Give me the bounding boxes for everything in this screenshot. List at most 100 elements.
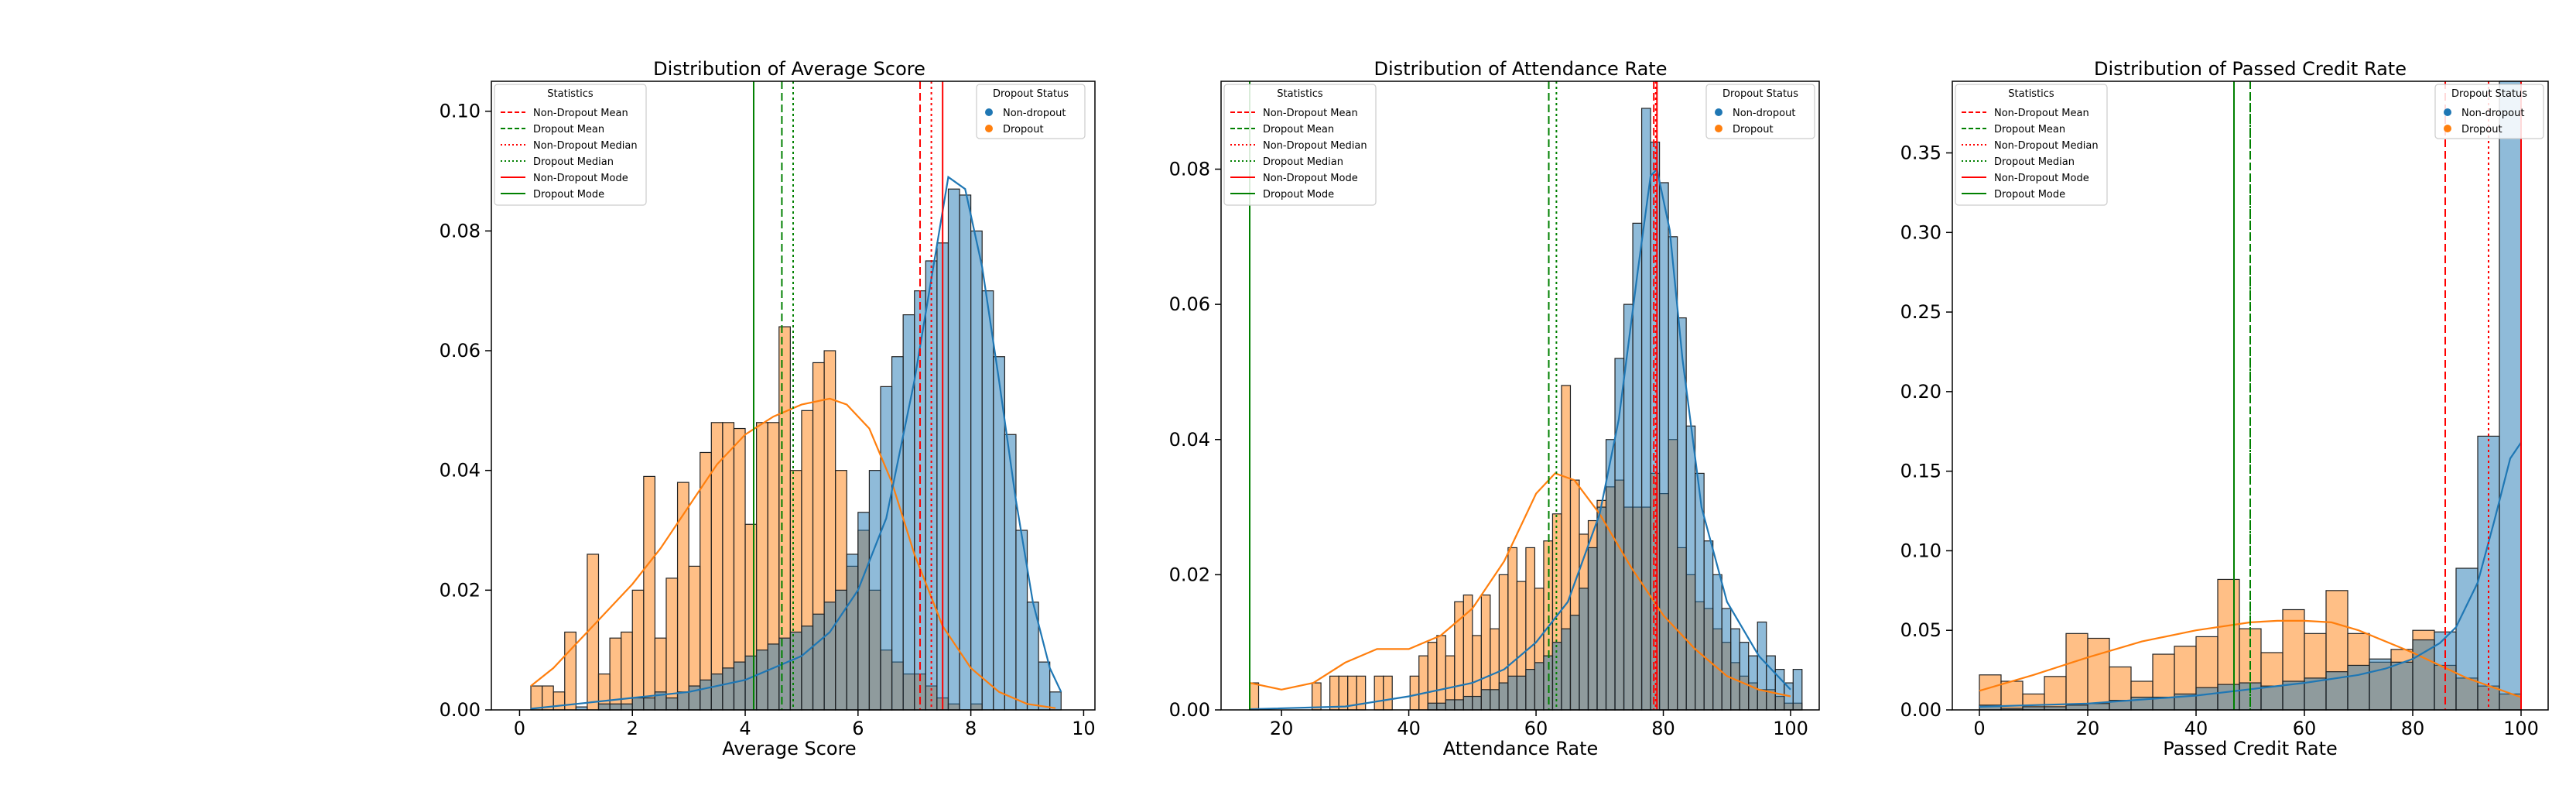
legend-marker bbox=[1715, 108, 1722, 116]
histogram-bar bbox=[1596, 506, 1607, 711]
y-tick-label: 0.20 bbox=[1900, 381, 1941, 403]
histogram-bar bbox=[1311, 682, 1322, 711]
histogram-bar bbox=[1498, 682, 1509, 711]
y-ticks: 0.00 0.05 0.10 0.15 0.20 0.25 0.30 0.35 bbox=[1900, 142, 1952, 721]
legend-title: Dropout Status bbox=[1722, 88, 1798, 100]
plot-frame bbox=[1220, 81, 1820, 711]
histogram-bar bbox=[1712, 574, 1722, 711]
histogram-bar bbox=[676, 691, 689, 711]
legend-label: Non-Dropout Mean bbox=[533, 108, 628, 119]
x-tick-label: 20 bbox=[2076, 718, 2100, 739]
histogram-bar bbox=[2369, 658, 2392, 711]
legend-title: Statistics bbox=[2008, 88, 2054, 100]
histogram-bar bbox=[857, 512, 871, 711]
histogram-bar bbox=[609, 703, 622, 711]
histogram-bar bbox=[643, 697, 656, 711]
x-axis-label: Passed Credit Rate bbox=[2163, 738, 2338, 759]
statistics-legend: Statistics Non-Dropout Mean Dropout Mean No… bbox=[494, 84, 647, 206]
histogram-bar bbox=[970, 230, 983, 711]
histogram-bar bbox=[1534, 662, 1545, 711]
x-tick-label: 0 bbox=[514, 718, 525, 739]
y-tick-label: 0.10 bbox=[440, 101, 481, 122]
histogram-bar bbox=[891, 356, 904, 711]
legend-label: Dropout Mean bbox=[1994, 124, 2065, 135]
histogram-bar bbox=[1427, 642, 1438, 711]
y-tick-label: 0.35 bbox=[1900, 142, 1941, 164]
y-tick-label: 0.05 bbox=[1900, 619, 1941, 641]
kde-line-non-dropout bbox=[1979, 441, 2522, 708]
chart-title: Distribution of Attendance Rate bbox=[1374, 58, 1668, 80]
legend-label: Non-dropout bbox=[1733, 108, 1795, 119]
statistics-legend: Statistics Non-Dropout Mean Dropout Mean No… bbox=[1955, 84, 2108, 206]
histogram-bar bbox=[552, 691, 566, 711]
legend-label: Dropout Median bbox=[1994, 156, 2075, 168]
kde-curves bbox=[1979, 441, 2522, 708]
chart-title: Distribution of Passed Credit Rate bbox=[2094, 58, 2407, 80]
histogram-bar bbox=[902, 314, 915, 711]
histogram-bar bbox=[700, 451, 712, 711]
y-tick-label: 0.00 bbox=[440, 699, 481, 721]
x-tick-label: 6 bbox=[852, 718, 864, 739]
histogram-bar bbox=[710, 673, 724, 711]
kde-line-dropout bbox=[1979, 619, 2522, 698]
legend-marker bbox=[2444, 108, 2451, 116]
legend-marker bbox=[1715, 125, 1722, 132]
x-tick-label: 60 bbox=[2293, 718, 2317, 739]
histogram-bar bbox=[631, 589, 645, 711]
histogram-bar bbox=[2087, 703, 2110, 711]
histogram-bar bbox=[1418, 655, 1428, 711]
non-dropout-bars bbox=[1979, 81, 2522, 711]
stat-lines bbox=[752, 81, 944, 710]
histogram-bar bbox=[1038, 661, 1051, 711]
histogram-bar bbox=[1979, 674, 2002, 711]
legend-box bbox=[494, 84, 647, 206]
x-tick-label: 4 bbox=[739, 718, 751, 739]
histogram-bar bbox=[1757, 621, 1767, 711]
x-ticks: 0 2 4 6 8 10 bbox=[514, 710, 1096, 739]
histogram-bar bbox=[925, 260, 938, 711]
legend-label: Non-Dropout Median bbox=[533, 140, 638, 152]
histogram-bar bbox=[530, 685, 543, 711]
histogram-bar bbox=[1579, 588, 1589, 711]
legend-label: Dropout bbox=[1003, 124, 1044, 135]
histogram-bar bbox=[2412, 639, 2435, 711]
histogram-bar bbox=[1249, 682, 1260, 711]
y-tick-label: 0.04 bbox=[1169, 429, 1210, 451]
histogram-bar bbox=[1668, 236, 1678, 711]
histogram-bar bbox=[767, 643, 780, 711]
legend-box bbox=[1223, 84, 1377, 206]
legend-title: Statistics bbox=[1277, 88, 1323, 100]
legend-label: Non-Dropout Median bbox=[1263, 140, 1367, 152]
histogram-bar bbox=[959, 194, 972, 711]
y-tick-label: 0.30 bbox=[1900, 221, 1941, 243]
histogram-bar bbox=[1569, 615, 1580, 711]
histogram-bar bbox=[744, 655, 758, 711]
y-tick-label: 0.06 bbox=[440, 340, 481, 362]
histogram-bar bbox=[778, 637, 791, 711]
y-tick-label: 0.08 bbox=[440, 220, 481, 242]
legend-label: Dropout Median bbox=[533, 156, 614, 168]
histogram-bar bbox=[812, 613, 825, 711]
kde-line-non-dropout bbox=[530, 175, 1062, 710]
y-tick-label: 0.15 bbox=[1900, 461, 1941, 482]
dropout-status-legend: Dropout Status Non-dropout Dropout bbox=[976, 84, 1086, 139]
legend-label: Dropout Median bbox=[1263, 156, 1343, 168]
legend-label: Non-dropout bbox=[1003, 108, 1066, 119]
histogram-bar bbox=[2217, 684, 2240, 711]
histogram-bar bbox=[2065, 632, 2089, 711]
histogram-bar bbox=[564, 631, 576, 711]
y-ticks: 0.00 0.02 0.04 0.06 0.08 bbox=[1169, 159, 1221, 721]
legend-box bbox=[976, 84, 1086, 139]
histogram-bar bbox=[1640, 108, 1651, 711]
histogram-bar bbox=[1561, 628, 1572, 711]
y-tick-label: 0.06 bbox=[1169, 293, 1210, 315]
histogram-bar bbox=[1721, 608, 1732, 711]
histogram-bar bbox=[2477, 435, 2500, 711]
x-tick-label: 10 bbox=[1072, 718, 1096, 739]
statistics-legend: Statistics Non-Dropout Mean Dropout Mean No… bbox=[1223, 84, 1377, 206]
histogram-bar bbox=[2260, 685, 2284, 711]
histogram-bar bbox=[1454, 699, 1464, 711]
histogram-bar bbox=[665, 697, 679, 711]
histogram-bar bbox=[947, 188, 960, 711]
